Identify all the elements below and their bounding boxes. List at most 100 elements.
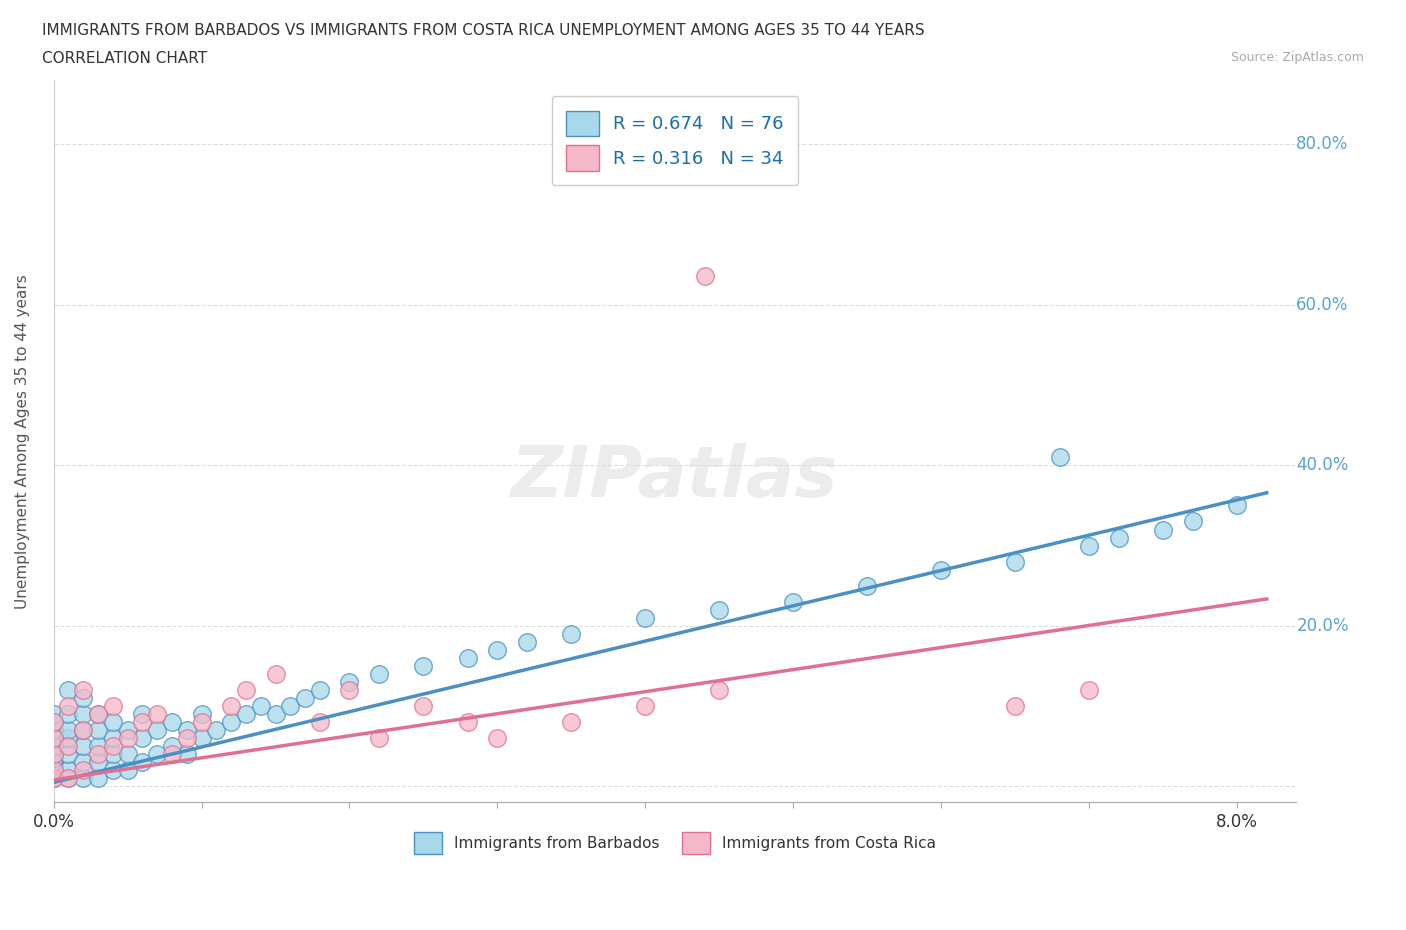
Point — [72, 683, 94, 698]
Point — [1181, 514, 1204, 529]
Point — [309, 714, 332, 729]
Point — [190, 731, 212, 746]
Point — [516, 634, 538, 649]
Legend: Immigrants from Barbados, Immigrants from Costa Rica: Immigrants from Barbados, Immigrants fro… — [408, 826, 942, 859]
Point — [101, 731, 124, 746]
Text: IMMIGRANTS FROM BARBADOS VS IMMIGRANTS FROM COSTA RICA UNEMPLOYMENT AMONG AGES 3: IMMIGRANTS FROM BARBADOS VS IMMIGRANTS F… — [42, 23, 925, 38]
Point — [117, 747, 139, 762]
Point — [709, 603, 731, 618]
Point — [160, 714, 183, 729]
Point — [58, 738, 80, 753]
Point — [87, 738, 110, 753]
Point — [457, 714, 479, 729]
Point — [87, 747, 110, 762]
Point — [160, 738, 183, 753]
Point — [294, 691, 316, 706]
Point — [131, 731, 153, 746]
Point — [42, 747, 65, 762]
Point — [58, 723, 80, 737]
Point — [58, 763, 80, 777]
Point — [87, 755, 110, 770]
Text: Source: ZipAtlas.com: Source: ZipAtlas.com — [1230, 51, 1364, 64]
Point — [1004, 554, 1026, 569]
Point — [58, 731, 80, 746]
Point — [72, 707, 94, 722]
Point — [42, 771, 65, 786]
Point — [117, 731, 139, 746]
Point — [1226, 498, 1249, 512]
Point — [693, 269, 716, 284]
Point — [87, 723, 110, 737]
Point — [131, 714, 153, 729]
Point — [190, 714, 212, 729]
Point — [117, 723, 139, 737]
Point — [42, 755, 65, 770]
Text: 40.0%: 40.0% — [1296, 457, 1348, 474]
Point — [264, 667, 287, 682]
Point — [58, 683, 80, 698]
Point — [58, 707, 80, 722]
Point — [205, 723, 228, 737]
Point — [72, 771, 94, 786]
Point — [412, 658, 434, 673]
Point — [146, 747, 169, 762]
Point — [176, 731, 198, 746]
Point — [42, 707, 65, 722]
Point — [190, 707, 212, 722]
Point — [1078, 683, 1101, 698]
Point — [101, 738, 124, 753]
Point — [58, 747, 80, 762]
Point — [782, 594, 804, 609]
Point — [219, 698, 242, 713]
Point — [42, 751, 65, 765]
Point — [58, 698, 80, 713]
Point — [72, 738, 94, 753]
Point — [42, 771, 65, 786]
Point — [1004, 698, 1026, 713]
Point — [42, 747, 65, 762]
Point — [412, 698, 434, 713]
Point — [339, 674, 361, 689]
Point — [101, 763, 124, 777]
Point — [58, 771, 80, 786]
Point — [1152, 522, 1174, 537]
Point — [176, 747, 198, 762]
Point — [486, 643, 509, 658]
Point — [87, 707, 110, 722]
Point — [457, 650, 479, 665]
Point — [72, 755, 94, 770]
Point — [339, 683, 361, 698]
Point — [368, 731, 391, 746]
Point — [146, 707, 169, 722]
Point — [42, 763, 65, 777]
Point — [42, 731, 65, 746]
Point — [560, 714, 582, 729]
Point — [486, 731, 509, 746]
Point — [101, 714, 124, 729]
Point — [219, 714, 242, 729]
Y-axis label: Unemployment Among Ages 35 to 44 years: Unemployment Among Ages 35 to 44 years — [15, 273, 30, 608]
Point — [42, 731, 65, 746]
Point — [634, 610, 657, 625]
Point — [42, 759, 65, 774]
Point — [309, 683, 332, 698]
Point — [929, 563, 952, 578]
Point — [42, 714, 65, 729]
Point — [709, 683, 731, 698]
Point — [1078, 538, 1101, 553]
Point — [42, 767, 65, 782]
Point — [42, 738, 65, 753]
Point — [117, 763, 139, 777]
Text: ZIPatlas: ZIPatlas — [512, 443, 838, 512]
Point — [87, 771, 110, 786]
Point — [560, 627, 582, 642]
Point — [634, 698, 657, 713]
Point — [368, 667, 391, 682]
Point — [176, 723, 198, 737]
Point — [235, 707, 257, 722]
Point — [249, 698, 271, 713]
Point — [72, 723, 94, 737]
Point — [160, 747, 183, 762]
Point — [856, 578, 879, 593]
Point — [146, 723, 169, 737]
